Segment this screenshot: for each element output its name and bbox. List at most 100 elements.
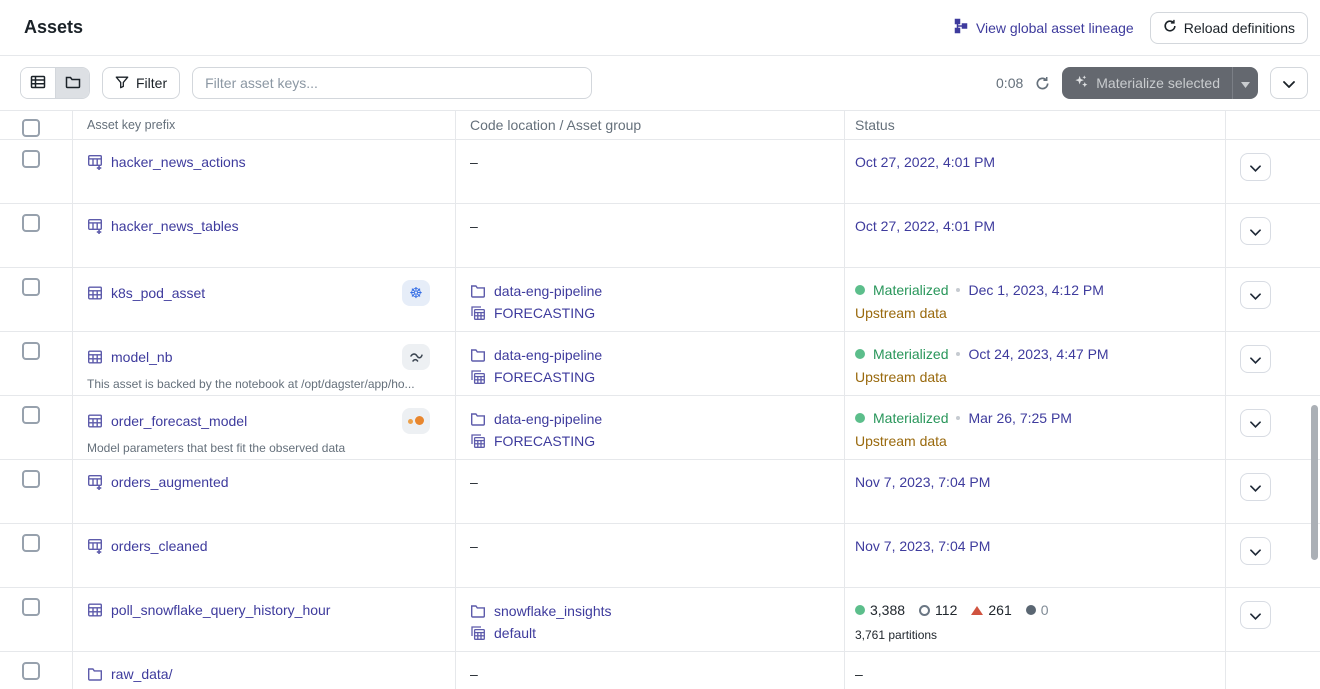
- asset-key-cell: model_nb This asset is backed by the note…: [73, 332, 456, 395]
- row-expand-button[interactable]: [1240, 473, 1271, 501]
- upstream-data-note[interactable]: Upstream data: [855, 305, 947, 321]
- table-icon: [87, 349, 103, 365]
- row-checkbox[interactable]: [22, 406, 40, 424]
- code-location-cell: –: [456, 652, 845, 689]
- status-cell: Oct 27, 2022, 4:01 PM: [845, 140, 1226, 203]
- asset-group-link[interactable]: FORECASTING: [494, 369, 596, 385]
- materialized-dot-icon: [855, 285, 865, 295]
- row-checkbox[interactable]: [22, 278, 40, 296]
- toolbar-more-button[interactable]: [1270, 67, 1308, 99]
- table-icon: [87, 413, 103, 429]
- status-cell: Materialized Dec 1, 2023, 4:12 PM Upstream…: [845, 268, 1226, 331]
- asset-key-line: poll_snowflake_query_history_hour: [87, 600, 430, 620]
- asset-key-link[interactable]: order_forecast_model: [111, 413, 248, 429]
- materialization-date-link[interactable]: Oct 27, 2022, 4:01 PM: [855, 218, 996, 234]
- row-checkbox[interactable]: [22, 150, 40, 168]
- row-expand-button[interactable]: [1240, 537, 1271, 565]
- materialization-date-link[interactable]: Dec 1, 2023, 4:12 PM: [968, 282, 1104, 298]
- row-actions-cell: [1226, 460, 1320, 523]
- upstream-data-note[interactable]: Upstream data: [855, 433, 947, 449]
- table-row: poll_snowflake_query_history_hour snowfla…: [0, 588, 1320, 652]
- row-expand-button[interactable]: [1240, 217, 1271, 245]
- table-plus-icon: [87, 218, 103, 234]
- partition-count: 3,388: [855, 600, 905, 620]
- row-checkbox[interactable]: [22, 342, 40, 360]
- select-all-checkbox[interactable]: [22, 118, 40, 137]
- auto-refresh-icon[interactable]: [1035, 76, 1050, 91]
- materialization-date-link[interactable]: Nov 7, 2023, 7:04 PM: [855, 538, 991, 554]
- filter-funnel-icon: [115, 75, 129, 92]
- asset-group-link[interactable]: FORECASTING: [494, 305, 596, 321]
- separator-dot: [956, 352, 961, 356]
- materialization-date-link[interactable]: Oct 27, 2022, 4:01 PM: [855, 154, 996, 170]
- row-checkbox[interactable]: [22, 662, 40, 680]
- asset-key-link[interactable]: orders_cleaned: [111, 538, 208, 554]
- row-checkbox-cell: [0, 204, 73, 267]
- folder-icon: [87, 666, 103, 682]
- table-row: order_forecast_model Model parameters tha…: [0, 396, 1320, 460]
- asset-filter-input[interactable]: [192, 67, 593, 99]
- asset-key-link[interactable]: k8s_pod_asset: [111, 285, 206, 301]
- view-global-asset-lineage-link[interactable]: View global asset lineage: [954, 18, 1134, 37]
- column-header-code-location: Code location / Asset group: [456, 111, 845, 139]
- materialize-selected-button[interactable]: Materialize selected: [1062, 67, 1232, 99]
- partition-count: 0: [1025, 600, 1049, 620]
- chevron-down-icon: [1250, 480, 1261, 495]
- filter-button[interactable]: Filter: [102, 67, 181, 99]
- row-checkbox[interactable]: [22, 214, 40, 232]
- asset-key-link[interactable]: poll_snowflake_query_history_hour: [111, 602, 331, 618]
- partition-count: 261: [971, 600, 1012, 620]
- list-view-button[interactable]: [21, 68, 55, 98]
- table-row: model_nb This asset is backed by the note…: [0, 332, 1320, 396]
- row-expand-button[interactable]: [1240, 409, 1271, 437]
- partitions-total: 3,761 partitions: [855, 628, 938, 642]
- asset-key-cell: orders_cleaned: [73, 524, 456, 587]
- asset-group-link[interactable]: default: [494, 625, 537, 641]
- row-actions-cell: [1226, 268, 1320, 331]
- asset-group-link[interactable]: FORECASTING: [494, 433, 596, 449]
- code-location-link[interactable]: data-eng-pipeline: [494, 283, 603, 299]
- materialization-date-link[interactable]: Nov 7, 2023, 7:04 PM: [855, 474, 991, 490]
- reload-definitions-button[interactable]: Reload definitions: [1149, 11, 1308, 44]
- asset-key-cell: raw_data/: [73, 652, 456, 689]
- row-checkbox[interactable]: [22, 470, 40, 488]
- code-location-link[interactable]: data-eng-pipeline: [494, 411, 603, 427]
- vertical-scrollbar-thumb[interactable]: [1311, 405, 1318, 560]
- separator-dot: [956, 416, 961, 420]
- list-view-icon: [30, 74, 46, 93]
- code-location-cell: –: [456, 140, 845, 203]
- empty-value: –: [470, 218, 478, 234]
- asset-key-link[interactable]: model_nb: [111, 349, 173, 365]
- asset-key-link[interactable]: orders_augmented: [111, 474, 229, 490]
- asset-group-line: FORECASTING: [470, 302, 832, 324]
- materialize-options-button[interactable]: [1232, 67, 1258, 99]
- asset-group-line: FORECASTING: [470, 366, 832, 388]
- row-checkbox[interactable]: [22, 534, 40, 552]
- row-actions-cell: [1226, 204, 1320, 267]
- code-location-link[interactable]: data-eng-pipeline: [494, 347, 603, 363]
- row-actions-cell: [1226, 396, 1320, 459]
- jupyter-badge-icon: [402, 408, 430, 434]
- page-title: Assets: [24, 17, 84, 37]
- asset-key-line: orders_cleaned: [87, 536, 430, 556]
- folder-view-button[interactable]: [55, 68, 89, 98]
- upstream-data-note[interactable]: Upstream data: [855, 369, 947, 385]
- row-checkbox[interactable]: [22, 598, 40, 616]
- chevron-down-icon: [1250, 224, 1261, 239]
- row-expand-button[interactable]: [1240, 345, 1271, 373]
- row-expand-button[interactable]: [1240, 601, 1271, 629]
- materialized-dot-icon: [855, 413, 865, 423]
- status-line: Nov 7, 2023, 7:04 PM: [855, 472, 1213, 492]
- materialize-button-label: Materialize selected: [1096, 75, 1220, 91]
- asset-key-link[interactable]: raw_data/: [111, 666, 173, 682]
- materialization-date-link[interactable]: Oct 24, 2023, 4:47 PM: [968, 346, 1109, 362]
- asset-key-link[interactable]: hacker_news_tables: [111, 218, 239, 234]
- asset-key-cell: orders_augmented: [73, 460, 456, 523]
- row-expand-button[interactable]: [1240, 281, 1271, 309]
- asset-key-cell: poll_snowflake_query_history_hour: [73, 588, 456, 651]
- code-location-link[interactable]: snowflake_insights: [494, 603, 612, 619]
- row-expand-button[interactable]: [1240, 153, 1271, 181]
- asset-key-link[interactable]: hacker_news_actions: [111, 154, 246, 170]
- status-cell: Nov 7, 2023, 7:04 PM: [845, 524, 1226, 587]
- materialization-date-link[interactable]: Mar 26, 7:25 PM: [968, 410, 1072, 426]
